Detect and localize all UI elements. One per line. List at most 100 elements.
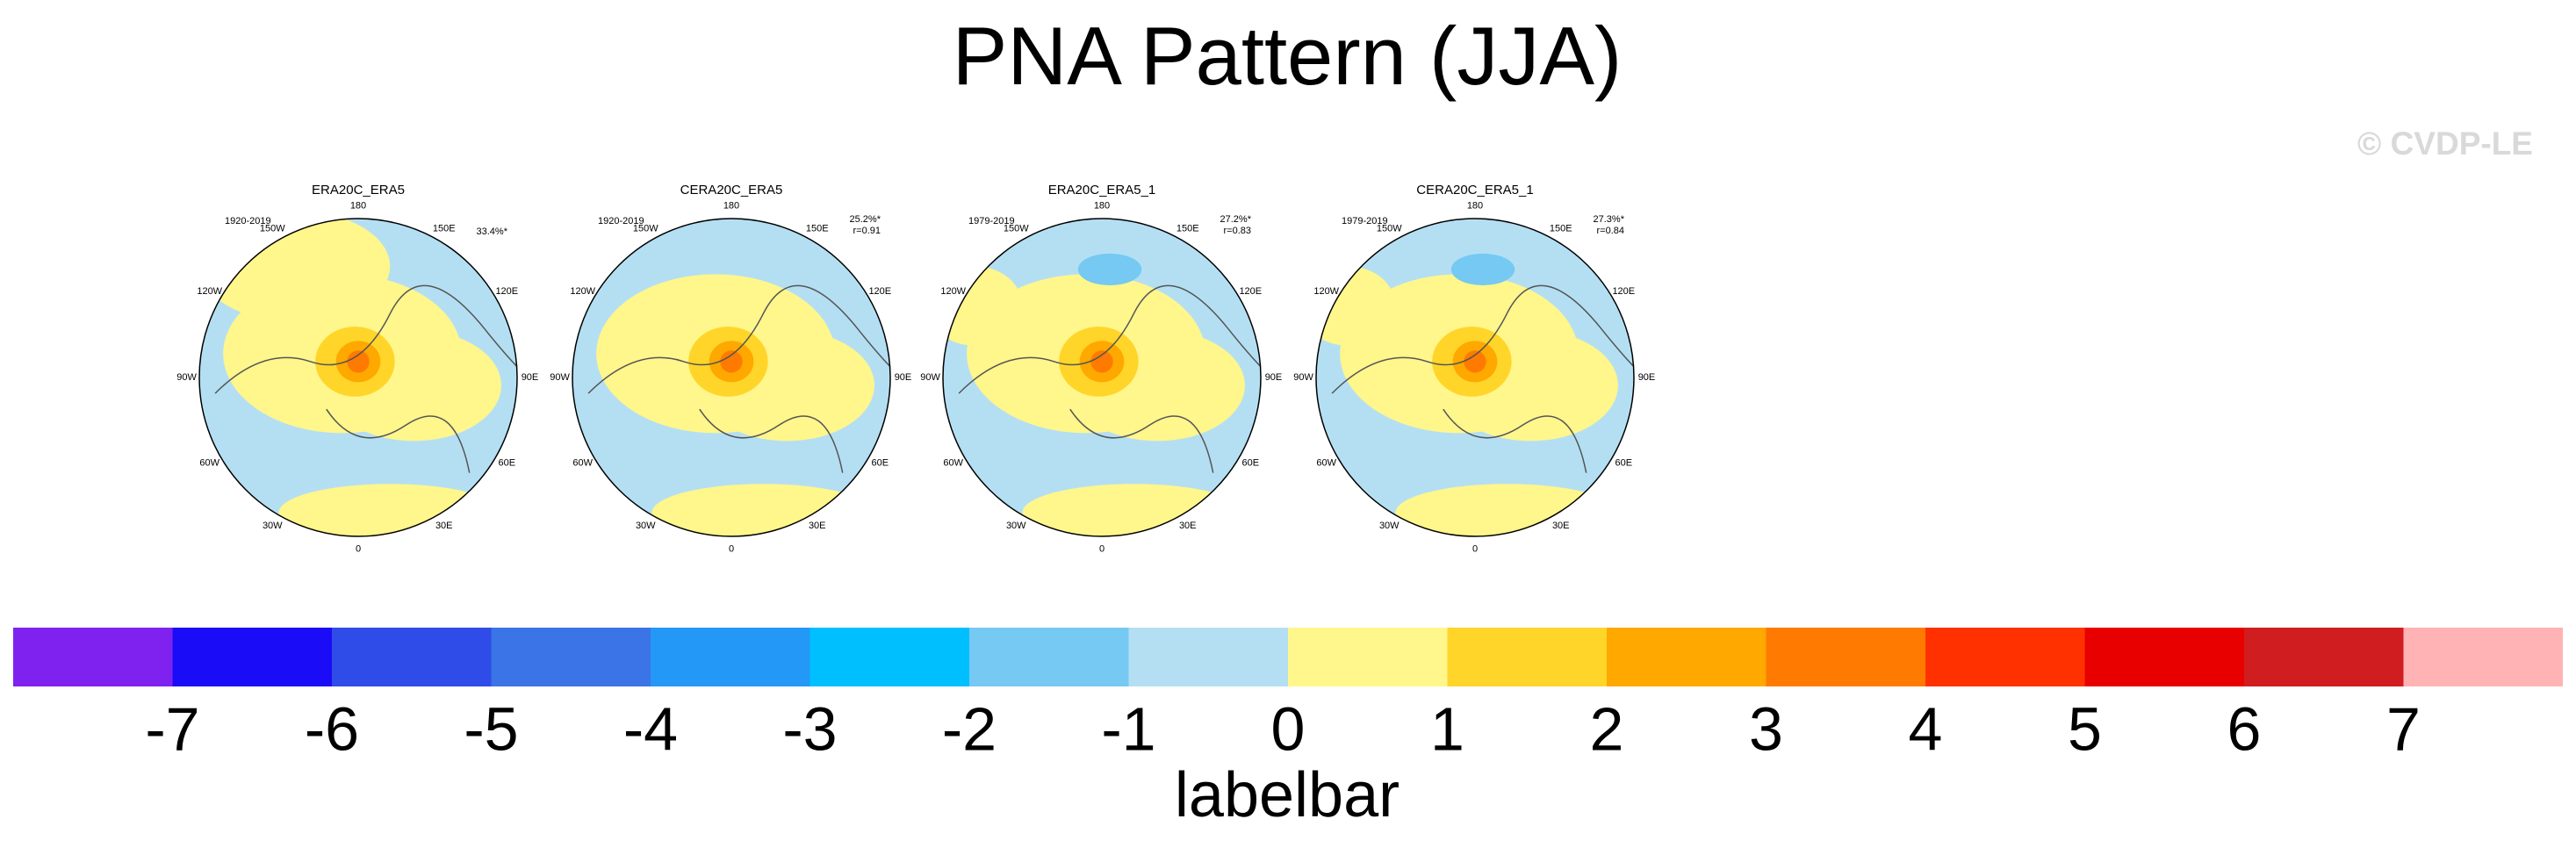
labelbar-tick-label: 3 (1749, 694, 1783, 763)
longitude-label: 0 (356, 543, 361, 554)
labelbar-box (1925, 628, 2085, 686)
longitude-label: 150W (1377, 224, 1402, 234)
longitude-label: 60W (572, 458, 593, 469)
longitude-label: 150W (260, 224, 285, 234)
map-border (942, 218, 1262, 537)
map-border (198, 218, 518, 537)
labelbar-box (491, 628, 651, 686)
coastline (1443, 408, 1587, 473)
labelbar-tick-label: -5 (464, 694, 518, 763)
labelbar-tick-label: 6 (2227, 694, 2262, 763)
labelbar-tick-label: 4 (1909, 694, 1943, 763)
labelbar-box (809, 628, 969, 686)
labelbar-box (1288, 628, 1448, 686)
map-panel: CERA20C_ERA5_1 1979-2019 27.3%*r=0.84 180 15… (1293, 183, 1656, 554)
longitude-label: 120E (1612, 286, 1635, 297)
longitude-label: 120E (1239, 286, 1262, 297)
core-region (1090, 350, 1113, 373)
map-border (1315, 218, 1635, 537)
panel-title: ERA20C_ERA5 (312, 183, 405, 198)
longitude-label: 0 (1472, 543, 1478, 554)
longitude-label: 90E (1265, 372, 1283, 383)
longitude-label: 0 (729, 543, 734, 554)
longitude-label: 90W (176, 372, 197, 383)
map-panel: CERA20C_ERA5 1920-2019 25.2%*r=0.91 180 150E… (550, 183, 912, 554)
labelbar-label: labelbar (1175, 760, 1400, 830)
labelbar-box (1766, 628, 1925, 686)
negative-region (1450, 253, 1515, 286)
labelbar-box (2084, 628, 2244, 686)
labelbar-tick-label: -3 (782, 694, 837, 763)
stat-label: 27.2%* (1220, 214, 1252, 225)
labelbar-tick-label: 5 (2068, 694, 2102, 763)
panel-title: CERA20C_ERA5_1 (1416, 183, 1533, 198)
labelbar-box (13, 628, 173, 686)
longitude-label: 150E (1550, 224, 1572, 234)
longitude-label: 120W (1313, 286, 1339, 297)
longitude-label: 150E (806, 224, 829, 234)
map-field (572, 219, 890, 536)
map-field (1316, 219, 1634, 536)
labelbar-tick-label: 1 (1430, 694, 1464, 763)
map-border (572, 218, 891, 537)
longitude-label: 60E (1242, 458, 1260, 469)
longitude-label: 150W (1004, 224, 1029, 234)
positive-region (1316, 266, 1396, 346)
labelbar-tick-label: -1 (1101, 694, 1155, 763)
coastline (958, 284, 1261, 397)
labelbar-tick-label: -2 (942, 694, 997, 763)
longitude-label: 30W (636, 521, 656, 531)
stat-label: 33.4%* (477, 226, 508, 237)
panel-title: ERA20C_ERA5_1 (1048, 183, 1156, 198)
map-panel: ERA20C_ERA5_1 1979-2019 27.2%*r=0.83 180 150… (920, 183, 1283, 554)
longitude-label: 90E (522, 372, 539, 383)
labelbar-tick-label: 7 (2386, 694, 2421, 763)
longitude-label: 150E (433, 224, 456, 234)
longitude-label: 90E (895, 372, 912, 383)
labelbar-box (332, 628, 492, 686)
labelbar-tick-label: -4 (623, 694, 678, 763)
longitude-label: 60E (1615, 458, 1633, 469)
labelbar-box (1128, 628, 1288, 686)
longitude-label: 30E (435, 521, 453, 531)
longitude-label: 0 (1099, 543, 1105, 554)
labelbar: -7 -6 -5 -4 -3 -2 -1 0 1 2 3 4 5 6 7 (13, 628, 2563, 763)
figure-title: PNA Pattern (JJA) (953, 10, 1623, 102)
positive-region (199, 219, 391, 322)
longitude-label: 120E (868, 286, 891, 297)
longitude-label: 90E (1638, 372, 1656, 383)
map-field (943, 219, 1261, 536)
longitude-label: 60W (199, 458, 219, 469)
core-region (1464, 350, 1486, 373)
coastline (214, 284, 517, 397)
labelbar-box (2244, 628, 2404, 686)
coastline (1069, 408, 1214, 473)
longitude-label: 60W (1316, 458, 1336, 469)
watermark: © CVDP-LE (2357, 126, 2533, 162)
longitude-label: 90W (920, 372, 940, 383)
labelbar-box (2403, 628, 2563, 686)
positive-region (943, 266, 1023, 346)
labelbar-box (1607, 628, 1767, 686)
stat-label: 27.3%* (1594, 214, 1625, 225)
longitude-label: 120W (197, 286, 222, 297)
longitude-label: 60E (872, 458, 889, 469)
core-region (720, 350, 743, 373)
longitude-label: 30W (263, 521, 283, 531)
longitude-label: 150E (1176, 224, 1199, 234)
period-label: 1920-2019 (225, 216, 271, 226)
longitude-label: 30W (1379, 521, 1400, 531)
period-label: 1920-2019 (598, 216, 644, 226)
labelbar-box (969, 628, 1129, 686)
stat-label: r=0.83 (1224, 226, 1252, 236)
stat-label: 25.2%* (850, 214, 881, 225)
longitude-label: 150W (633, 224, 658, 234)
longitude-label: 120W (940, 286, 966, 297)
labelbar-box (1447, 628, 1607, 686)
core-region (347, 350, 370, 373)
longitude-label: 120E (495, 286, 518, 297)
labelbar-tick-label: -6 (305, 694, 359, 763)
stat-label: r=0.84 (1597, 226, 1625, 236)
labelbar-box (651, 628, 810, 686)
longitude-label: 90W (550, 372, 570, 383)
